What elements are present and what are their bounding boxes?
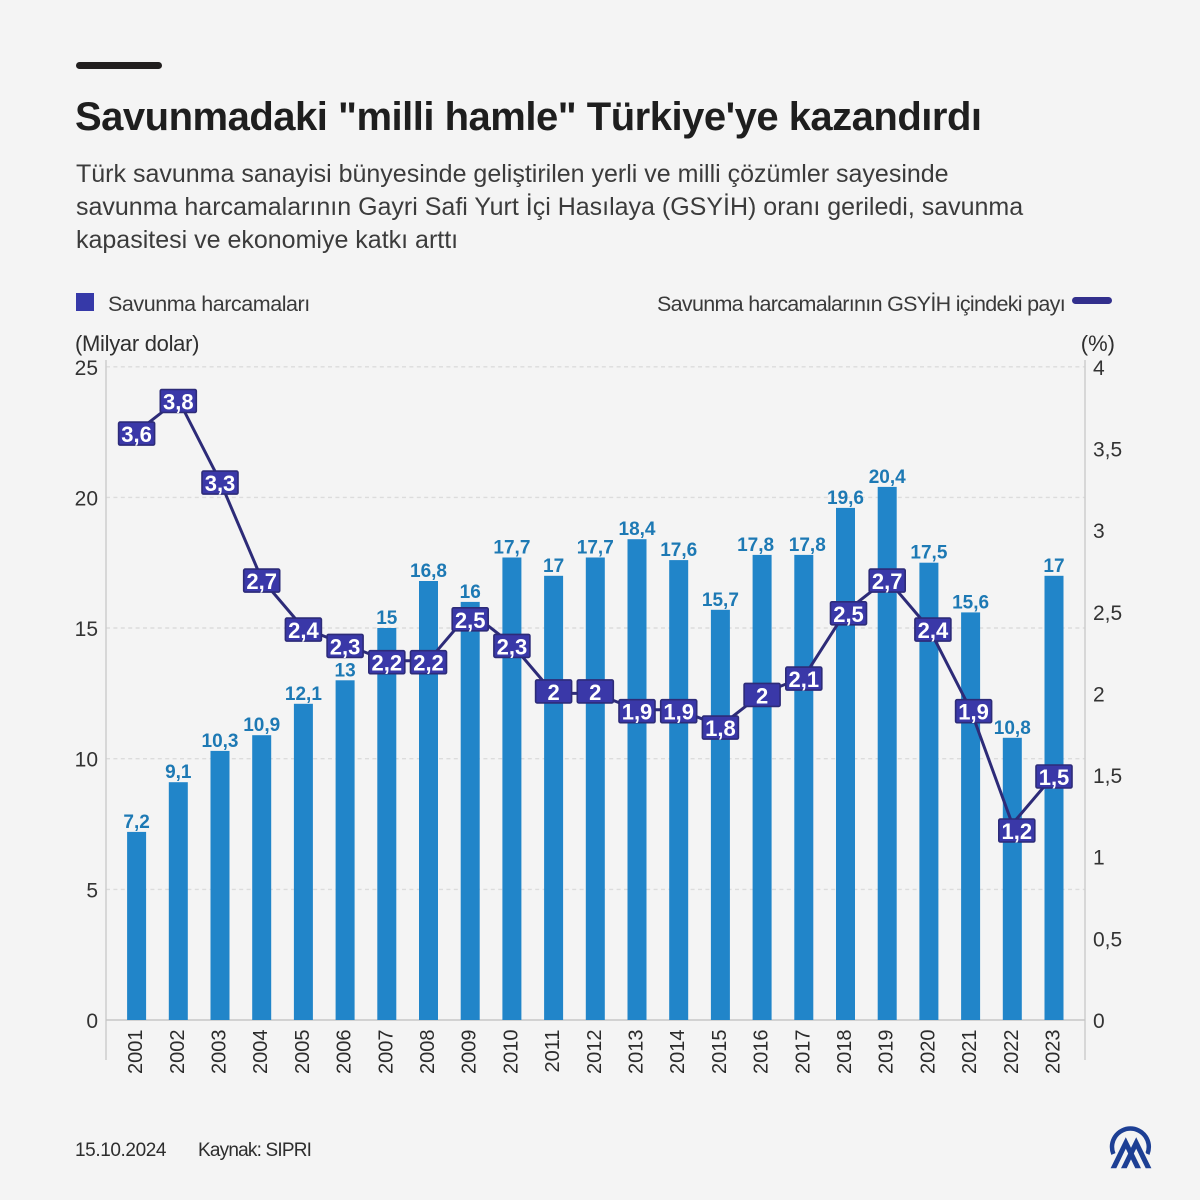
svg-text:4: 4 <box>1093 357 1105 380</box>
svg-text:3,8: 3,8 <box>163 390 194 415</box>
svg-text:1,9: 1,9 <box>622 700 653 725</box>
svg-text:0,5: 0,5 <box>1093 928 1122 951</box>
svg-text:2,7: 2,7 <box>872 569 903 594</box>
svg-text:15: 15 <box>376 608 398 629</box>
svg-text:2007: 2007 <box>375 1030 397 1075</box>
svg-text:19,6: 19,6 <box>827 488 864 509</box>
svg-text:2: 2 <box>1093 683 1105 706</box>
svg-text:10: 10 <box>75 749 98 772</box>
svg-text:1,2: 1,2 <box>1002 819 1033 844</box>
svg-text:2017: 2017 <box>792 1030 814 1075</box>
svg-text:2001: 2001 <box>125 1030 147 1075</box>
svg-text:2,3: 2,3 <box>330 634 361 659</box>
svg-text:3: 3 <box>1093 520 1105 543</box>
svg-text:2,5: 2,5 <box>1093 602 1122 625</box>
svg-text:2: 2 <box>589 680 601 705</box>
svg-text:10,3: 10,3 <box>202 731 239 752</box>
svg-text:1,9: 1,9 <box>958 700 989 725</box>
svg-text:10,8: 10,8 <box>994 718 1031 739</box>
svg-text:1: 1 <box>1093 847 1105 870</box>
svg-text:17: 17 <box>543 556 564 577</box>
svg-text:16: 16 <box>460 582 481 603</box>
svg-text:2018: 2018 <box>834 1030 856 1075</box>
svg-text:2,1: 2,1 <box>789 667 820 692</box>
svg-text:0: 0 <box>1093 1010 1105 1033</box>
svg-text:2: 2 <box>756 683 768 708</box>
svg-text:20,4: 20,4 <box>869 467 906 488</box>
svg-text:3,6: 3,6 <box>121 422 152 447</box>
svg-text:1,9: 1,9 <box>663 700 694 725</box>
svg-text:20: 20 <box>75 487 98 510</box>
svg-text:2,4: 2,4 <box>288 618 319 643</box>
svg-text:2: 2 <box>547 680 559 705</box>
svg-text:2015: 2015 <box>709 1030 731 1075</box>
svg-text:9,1: 9,1 <box>165 762 192 783</box>
svg-text:17,7: 17,7 <box>577 538 614 559</box>
svg-text:12,1: 12,1 <box>285 684 322 705</box>
svg-text:2,3: 2,3 <box>497 634 528 659</box>
svg-text:17,5: 17,5 <box>910 543 947 564</box>
svg-text:2002: 2002 <box>167 1030 189 1075</box>
svg-text:2022: 2022 <box>1001 1030 1023 1075</box>
svg-text:2,5: 2,5 <box>833 602 864 627</box>
svg-text:2,5: 2,5 <box>455 608 486 633</box>
svg-text:2010: 2010 <box>500 1030 522 1075</box>
svg-text:18,4: 18,4 <box>619 519 656 540</box>
svg-text:2013: 2013 <box>626 1030 648 1075</box>
svg-text:2,4: 2,4 <box>918 618 949 643</box>
svg-text:2,2: 2,2 <box>372 651 403 676</box>
svg-text:2,7: 2,7 <box>246 569 277 594</box>
svg-text:0: 0 <box>86 1010 98 1033</box>
svg-text:16,8: 16,8 <box>410 561 447 582</box>
svg-text:15,6: 15,6 <box>952 592 989 613</box>
svg-text:2,2: 2,2 <box>413 651 444 676</box>
svg-text:17,8: 17,8 <box>737 535 774 556</box>
svg-text:2009: 2009 <box>459 1030 481 1075</box>
svg-text:1,8: 1,8 <box>705 716 736 741</box>
svg-text:1,5: 1,5 <box>1093 765 1122 788</box>
svg-text:2006: 2006 <box>334 1030 356 1075</box>
svg-text:2021: 2021 <box>959 1030 981 1075</box>
svg-text:1,5: 1,5 <box>1039 765 1070 790</box>
svg-text:25: 25 <box>75 357 98 380</box>
svg-text:17: 17 <box>1043 556 1064 577</box>
svg-text:3,5: 3,5 <box>1093 438 1122 461</box>
svg-text:2004: 2004 <box>250 1030 272 1075</box>
svg-text:2011: 2011 <box>542 1030 564 1073</box>
svg-text:10,9: 10,9 <box>243 715 280 736</box>
svg-text:2014: 2014 <box>667 1030 689 1075</box>
svg-text:2020: 2020 <box>917 1030 939 1075</box>
svg-text:13: 13 <box>335 660 356 681</box>
svg-text:7,2: 7,2 <box>123 812 149 833</box>
svg-text:2016: 2016 <box>751 1030 773 1075</box>
svg-text:15,7: 15,7 <box>702 590 739 611</box>
svg-text:15: 15 <box>75 618 98 641</box>
svg-text:2023: 2023 <box>1043 1030 1065 1075</box>
svg-text:17,6: 17,6 <box>660 540 697 561</box>
svg-text:2012: 2012 <box>584 1030 606 1075</box>
svg-text:2005: 2005 <box>292 1030 314 1075</box>
svg-text:17,8: 17,8 <box>789 535 826 556</box>
svg-text:3,3: 3,3 <box>205 471 236 496</box>
svg-text:2003: 2003 <box>209 1030 231 1075</box>
svg-text:5: 5 <box>86 879 98 902</box>
svg-text:17,7: 17,7 <box>493 538 530 559</box>
svg-text:2019: 2019 <box>876 1030 898 1075</box>
svg-text:2008: 2008 <box>417 1030 439 1075</box>
